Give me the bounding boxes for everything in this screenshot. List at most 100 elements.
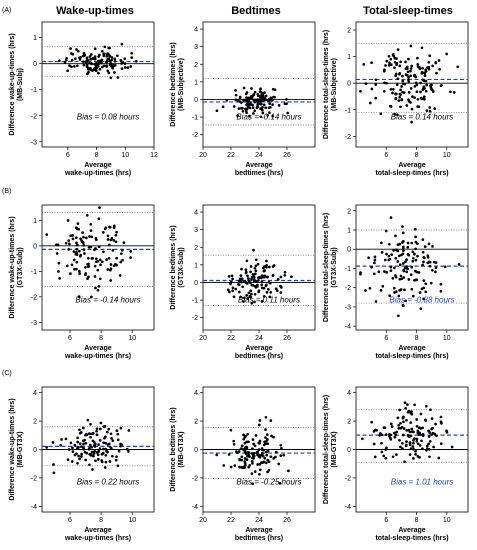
data-point — [266, 275, 270, 279]
data-point — [239, 447, 243, 450]
data-point — [246, 98, 250, 101]
data-point — [241, 109, 245, 113]
data-point — [427, 60, 431, 64]
data-point — [70, 460, 74, 463]
x-tick-label: 10 — [128, 517, 136, 524]
data-point — [254, 269, 258, 273]
data-point — [101, 231, 105, 234]
data-point — [84, 441, 88, 445]
data-point — [374, 78, 378, 82]
data-point — [287, 469, 290, 473]
data-point — [412, 457, 415, 460]
data-point — [75, 260, 79, 264]
data-point — [123, 66, 127, 69]
data-point — [253, 300, 256, 304]
data-point — [89, 222, 93, 226]
y-tick-label: 3 — [194, 227, 198, 234]
data-point — [384, 229, 388, 233]
data-point — [227, 453, 231, 456]
data-point — [101, 451, 105, 455]
y-tick-label: 3 — [194, 44, 198, 51]
data-point — [119, 252, 123, 256]
y-tick-label: -2 — [192, 315, 198, 322]
data-point — [393, 66, 396, 70]
data-point — [130, 56, 134, 59]
data-point — [222, 464, 226, 467]
data-point — [73, 443, 77, 447]
data-point — [103, 227, 107, 231]
data-point — [430, 417, 434, 420]
data-point — [428, 455, 431, 459]
data-point — [260, 447, 264, 450]
data-point — [95, 433, 99, 437]
data-point — [407, 91, 411, 94]
data-point — [68, 64, 71, 67]
data-point — [368, 286, 372, 290]
data-point — [112, 264, 116, 268]
data-point — [431, 268, 434, 272]
data-point — [256, 450, 260, 454]
data-point — [245, 446, 249, 450]
data-point — [90, 450, 94, 454]
data-point — [422, 256, 426, 260]
data-point — [260, 280, 264, 283]
data-point — [227, 275, 231, 278]
data-point — [264, 415, 268, 419]
data-point — [401, 247, 405, 251]
data-point — [429, 408, 432, 412]
data-point — [394, 234, 397, 238]
data-point — [387, 54, 391, 58]
data-point — [65, 56, 68, 60]
data-point — [410, 427, 414, 431]
data-point — [234, 89, 237, 92]
data-point — [283, 270, 287, 274]
data-point — [232, 439, 236, 443]
data-point — [360, 437, 364, 441]
data-point — [380, 251, 384, 254]
data-point — [121, 258, 124, 262]
data-point — [253, 272, 257, 276]
data-point — [231, 277, 234, 281]
data-point — [104, 460, 108, 464]
data-point — [85, 63, 89, 67]
data-point — [274, 287, 278, 291]
data-point — [435, 434, 438, 438]
data-point — [282, 453, 286, 457]
data-point — [427, 242, 431, 246]
data-point — [107, 442, 111, 446]
y-tick-label: 2 — [33, 419, 37, 426]
data-point — [231, 289, 234, 293]
x-tick-label: 6 — [68, 335, 72, 342]
data-point — [89, 453, 93, 457]
data-point — [60, 438, 63, 441]
data-point — [415, 278, 419, 282]
data-point — [244, 452, 248, 456]
data-point — [55, 252, 59, 255]
data-point — [269, 419, 273, 422]
data-point — [246, 277, 250, 280]
data-point — [82, 235, 85, 239]
data-point — [406, 267, 409, 271]
data-point — [412, 447, 415, 451]
data-point — [247, 465, 251, 469]
data-point — [237, 450, 241, 453]
data-point — [102, 425, 106, 428]
data-point — [105, 430, 109, 434]
data-point — [260, 461, 263, 464]
data-point — [256, 103, 259, 107]
data-point — [97, 71, 100, 75]
x-tick-label: 8 — [415, 517, 419, 524]
data-point — [237, 290, 241, 294]
data-point — [410, 410, 413, 413]
data-point — [264, 284, 268, 288]
data-point — [229, 282, 232, 286]
data-point — [398, 92, 402, 96]
data-point — [232, 295, 236, 299]
y-tick-label: -2 — [192, 132, 198, 139]
data-point — [215, 109, 219, 113]
data-point — [359, 272, 362, 276]
data-point — [234, 93, 238, 97]
data-point — [404, 444, 408, 448]
